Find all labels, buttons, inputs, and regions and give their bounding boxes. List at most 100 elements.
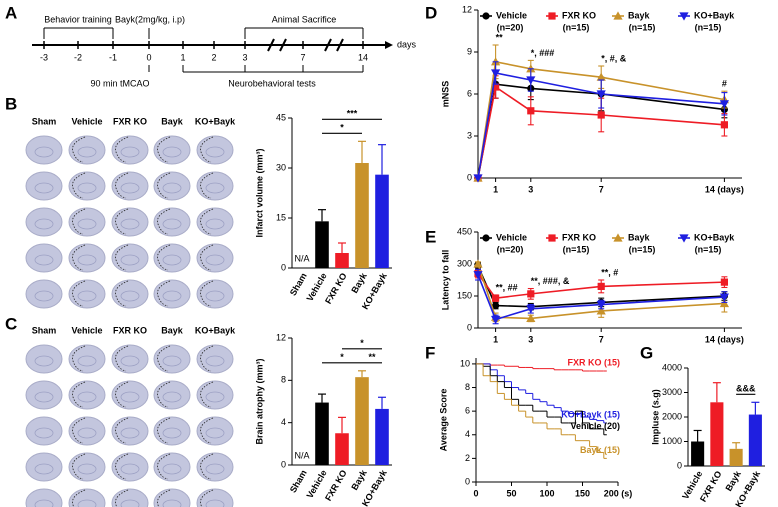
lesion-outline: [200, 172, 214, 199]
significance-label: ***: [347, 109, 358, 119]
marker: [473, 271, 483, 280]
brain-section: [153, 135, 191, 165]
brain-section: [25, 171, 63, 201]
y-tick-label: 0: [281, 459, 286, 469]
marker: [492, 294, 500, 302]
y-tick-label: 6: [465, 406, 470, 416]
lesion-outline: [200, 280, 214, 307]
brain-detail: [120, 463, 140, 475]
y-tick-label: 150: [457, 290, 472, 300]
y-tick-label: 6: [467, 88, 472, 98]
brain-section: [111, 380, 149, 410]
y-tick-label: 0: [281, 262, 286, 272]
y-tick-label: 3000: [662, 387, 682, 397]
brain-section: [153, 380, 191, 410]
timeline-unit: days: [397, 39, 417, 49]
brain-section: [111, 135, 149, 165]
brain-section: [196, 243, 234, 273]
y-axis-label: Impluse (s.g): [650, 389, 660, 445]
brain-detail: [120, 290, 140, 302]
legend-marker: [613, 233, 623, 242]
bar: [729, 448, 743, 466]
brain-section: [196, 380, 234, 410]
marker: [719, 298, 729, 308]
na-label: N/A: [294, 253, 309, 263]
lesion-outline: [115, 208, 129, 235]
legend-label: KO+Bayk: [694, 232, 735, 242]
marker: [596, 300, 606, 310]
brain-detail: [162, 391, 182, 403]
brain-detail: [162, 463, 182, 475]
brain-detail: [34, 427, 54, 439]
brain-section: [196, 452, 234, 482]
legend-label: Vehicle: [496, 232, 527, 242]
lesion-outline: [200, 489, 214, 507]
panel-letter: B: [5, 94, 17, 113]
legend-marker: [482, 12, 490, 20]
brain-detail: [77, 427, 97, 439]
bar: [335, 253, 349, 268]
brain-detail: [205, 290, 225, 302]
marker: [526, 76, 536, 85]
timeline-label: 7: [300, 52, 305, 62]
y-axis-label: Brain atrophy (mm³): [254, 358, 264, 444]
timeline-label: -3: [40, 52, 48, 62]
brain-section: [196, 416, 234, 446]
brain-detail: [120, 391, 140, 403]
marker: [596, 72, 606, 81]
brain-detail: [34, 290, 54, 302]
timeline-label: -1: [109, 52, 117, 62]
bar: [355, 163, 369, 268]
bar: [335, 433, 349, 465]
marker: [719, 293, 729, 302]
brain-section: [68, 207, 106, 237]
x-tick-label: 14 (days): [705, 334, 744, 344]
brain-detail: [34, 463, 54, 475]
y-tick-label: 2: [465, 453, 470, 463]
brain-section: [68, 344, 106, 374]
brain-detail: [34, 218, 54, 230]
brain-detail: [162, 290, 182, 302]
significance-label: *: [340, 352, 344, 362]
brain-detail: [34, 146, 54, 158]
brain-detail: [77, 391, 97, 403]
y-tick-label: 4000: [662, 362, 682, 372]
brain-detail: [77, 499, 97, 507]
timeline-label: 2: [211, 52, 216, 62]
bar: [355, 377, 369, 465]
bar: [375, 174, 389, 268]
brain-detail: [162, 499, 182, 507]
y-axis-label: Infarct volume (mm³): [254, 148, 264, 237]
marker: [473, 259, 483, 268]
x-tick-label: Bayk: [349, 467, 369, 491]
x-tick-label: Bayk: [723, 468, 743, 492]
significance-label: **: [368, 352, 376, 362]
lesion-outline: [115, 417, 129, 444]
marker: [492, 83, 500, 91]
lesion-outline: [115, 453, 129, 480]
brain-section: [68, 135, 106, 165]
brain-detail: [120, 218, 140, 230]
image-label: KO+Bayk: [195, 116, 236, 126]
brain-section: [153, 279, 191, 309]
image-label: FXR KO: [113, 325, 147, 335]
brain-detail: [120, 182, 140, 194]
brain-detail: [34, 391, 54, 403]
brain-detail: [162, 218, 182, 230]
annotation: **, #: [601, 267, 618, 277]
timeline-label: 1: [180, 52, 185, 62]
brain-section: [25, 243, 63, 273]
brain-section: [25, 452, 63, 482]
axis-break: [324, 38, 332, 52]
brain-detail: [120, 355, 140, 367]
y-tick-label: 12: [276, 332, 286, 342]
y-tick-label: 4: [281, 417, 286, 427]
brain-detail: [205, 427, 225, 439]
brain-detail: [205, 218, 225, 230]
legend-marker: [482, 234, 490, 242]
brain-section: [153, 452, 191, 482]
timeline-label: 3: [242, 52, 247, 62]
brain-section: [25, 207, 63, 237]
legend-marker: [613, 11, 623, 20]
brain-detail: [162, 254, 182, 266]
